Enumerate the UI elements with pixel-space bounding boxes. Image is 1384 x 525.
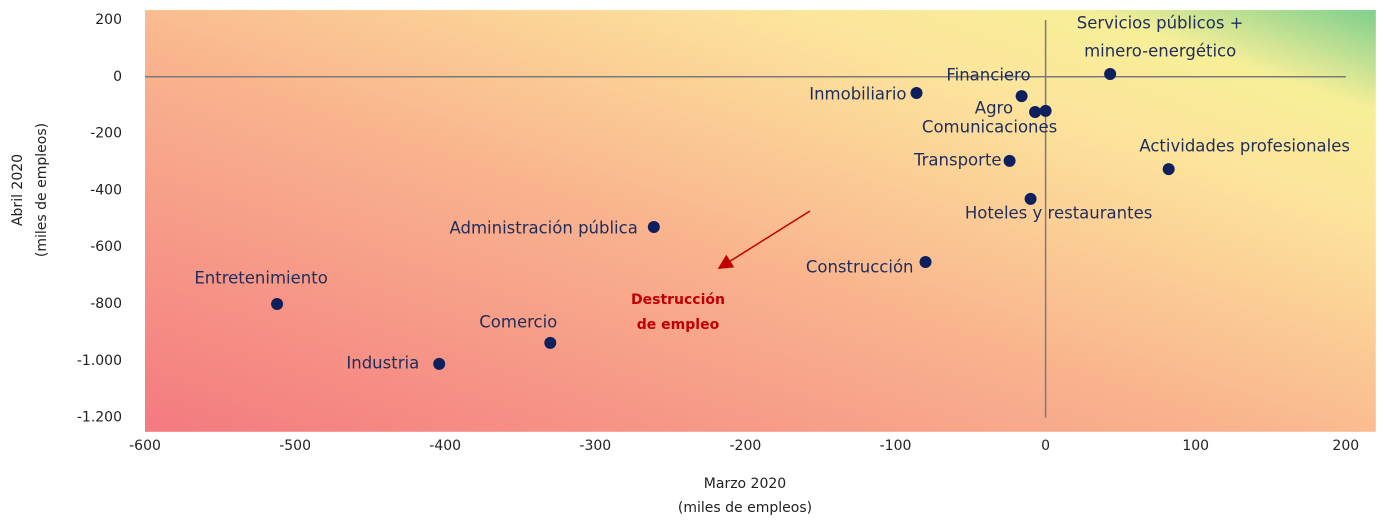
point-label: Industria bbox=[346, 353, 419, 372]
point-label: Inmobiliario bbox=[809, 84, 906, 103]
annotation: Destrucción bbox=[631, 292, 725, 308]
y-tick-label: -1.200 bbox=[77, 410, 122, 426]
plot-background bbox=[145, 10, 1376, 432]
y-tick-label: -600 bbox=[90, 239, 122, 255]
x-tick-label: -300 bbox=[579, 438, 611, 454]
y-tick-label: -200 bbox=[90, 126, 122, 142]
x-tick-label: -200 bbox=[730, 438, 762, 454]
point-label: Hoteles y restaurantes bbox=[965, 203, 1153, 222]
point bbox=[1015, 90, 1028, 103]
point-label: Entretenimiento bbox=[194, 269, 327, 288]
point-label: Actividades profesionales bbox=[1139, 137, 1350, 156]
point bbox=[1003, 154, 1016, 167]
point bbox=[919, 255, 932, 268]
x-tick-label: 100 bbox=[1182, 438, 1209, 454]
point-label: Administración pública bbox=[449, 219, 637, 238]
point bbox=[1104, 67, 1117, 80]
y-tick-label: 200 bbox=[95, 12, 122, 28]
point-label: Servicios públicos + bbox=[1077, 13, 1244, 32]
x-axis-title: Marzo 2020 bbox=[704, 476, 786, 492]
point-label: Financiero bbox=[946, 66, 1030, 85]
point-label: Comunicaciones bbox=[922, 117, 1057, 136]
y-tick-label: -400 bbox=[90, 182, 122, 198]
point bbox=[1024, 192, 1037, 205]
y-tick-label: -800 bbox=[90, 296, 122, 312]
x-tick-label: -600 bbox=[129, 438, 161, 454]
point-label: Comercio bbox=[479, 312, 557, 331]
point bbox=[271, 298, 284, 310]
y-tick-label: 0 bbox=[113, 69, 122, 85]
point bbox=[433, 357, 446, 370]
x-axis-title: (miles de empleos) bbox=[678, 500, 812, 516]
y-axis-title: Abril 2020 bbox=[10, 154, 26, 226]
point bbox=[1029, 106, 1042, 119]
point bbox=[647, 221, 660, 234]
point bbox=[544, 336, 557, 349]
x-tick-label: -100 bbox=[880, 438, 912, 454]
x-tick-label: -400 bbox=[429, 438, 461, 454]
point-label: minero-energético bbox=[1084, 41, 1236, 60]
annotation: de empleo bbox=[637, 317, 720, 333]
x-tick-label: 200 bbox=[1332, 438, 1359, 454]
y-axis-title: (miles de empleos) bbox=[34, 123, 50, 257]
point-label: Construcción bbox=[806, 257, 914, 276]
point-label: Transporte bbox=[913, 150, 1002, 169]
x-tick-label: 0 bbox=[1041, 438, 1050, 454]
point bbox=[910, 86, 923, 99]
point bbox=[1039, 104, 1052, 117]
annotation-arrow bbox=[717, 210, 811, 269]
x-tick-label: -500 bbox=[279, 438, 311, 454]
point-label: Agro bbox=[975, 99, 1013, 118]
point bbox=[1162, 163, 1175, 176]
y-tick-label: -1.000 bbox=[77, 353, 122, 369]
